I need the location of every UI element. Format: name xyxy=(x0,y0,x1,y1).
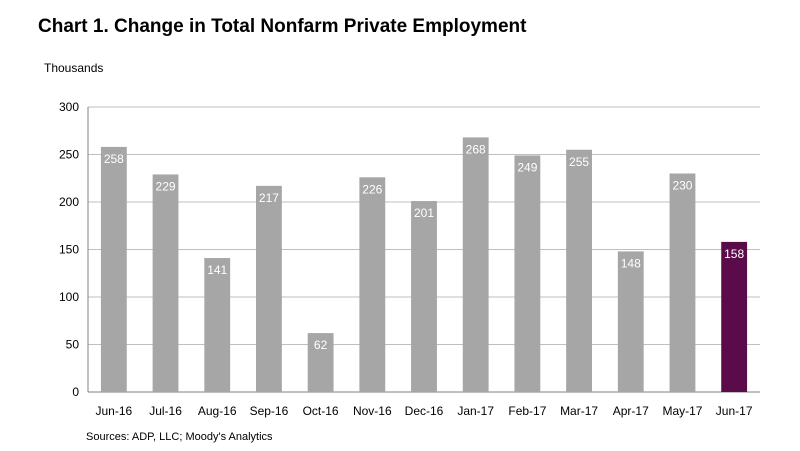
bar xyxy=(566,149,592,392)
data-label: 229 xyxy=(156,179,176,193)
data-label: 201 xyxy=(414,206,434,220)
bar xyxy=(359,177,386,392)
bar xyxy=(462,137,489,392)
y-tick-label: 300 xyxy=(59,100,79,114)
bar xyxy=(307,333,334,392)
y-axis-unit-label: Thousands xyxy=(44,61,104,75)
bar xyxy=(152,174,179,392)
y-tick-label: 0 xyxy=(72,385,79,399)
x-tick-label: Jul-16 xyxy=(149,404,182,418)
source-note: Sources: ADP, LLC; Moody's Analytics xyxy=(86,431,273,443)
bar xyxy=(256,185,282,392)
data-label: 148 xyxy=(621,256,641,270)
x-tick-label: May-17 xyxy=(662,404,702,418)
data-label: 226 xyxy=(362,182,382,196)
data-label: 141 xyxy=(207,263,227,277)
data-label: 249 xyxy=(517,160,537,174)
bar xyxy=(721,241,748,392)
bar xyxy=(514,155,541,392)
bar xyxy=(411,201,437,392)
y-tick-label: 100 xyxy=(59,290,79,304)
x-tick-label: Apr-17 xyxy=(613,404,649,418)
data-label: 158 xyxy=(724,247,744,261)
x-tick-label: Jan-17 xyxy=(457,404,494,418)
bar xyxy=(617,251,644,392)
data-label: 255 xyxy=(569,155,589,169)
data-label: 62 xyxy=(314,338,328,352)
x-tick-label: Jun-17 xyxy=(716,404,753,418)
data-label: 268 xyxy=(466,142,486,156)
x-tick-label: Jun-16 xyxy=(95,404,132,418)
data-label: 258 xyxy=(104,152,124,166)
x-tick-label: Dec-16 xyxy=(405,404,444,418)
x-tick-label: Sep-16 xyxy=(250,404,289,418)
y-tick-label: 250 xyxy=(59,148,79,162)
x-tick-label: Nov-16 xyxy=(353,404,392,418)
data-label: 230 xyxy=(672,179,692,193)
y-tick-label: 50 xyxy=(66,338,80,352)
y-tick-label: 200 xyxy=(59,195,79,209)
y-tick-label: 150 xyxy=(59,243,79,257)
bar xyxy=(669,173,696,392)
x-tick-label: Mar-17 xyxy=(560,404,598,418)
x-tick-label: Oct-16 xyxy=(303,404,339,418)
x-tick-label: Feb-17 xyxy=(508,404,546,418)
chart-title: Chart 1. Change in Total Nonfarm Private… xyxy=(38,16,527,37)
x-tick-label: Aug-16 xyxy=(198,404,237,418)
bar xyxy=(100,146,127,392)
bar xyxy=(204,258,231,392)
data-label: 217 xyxy=(259,191,279,205)
